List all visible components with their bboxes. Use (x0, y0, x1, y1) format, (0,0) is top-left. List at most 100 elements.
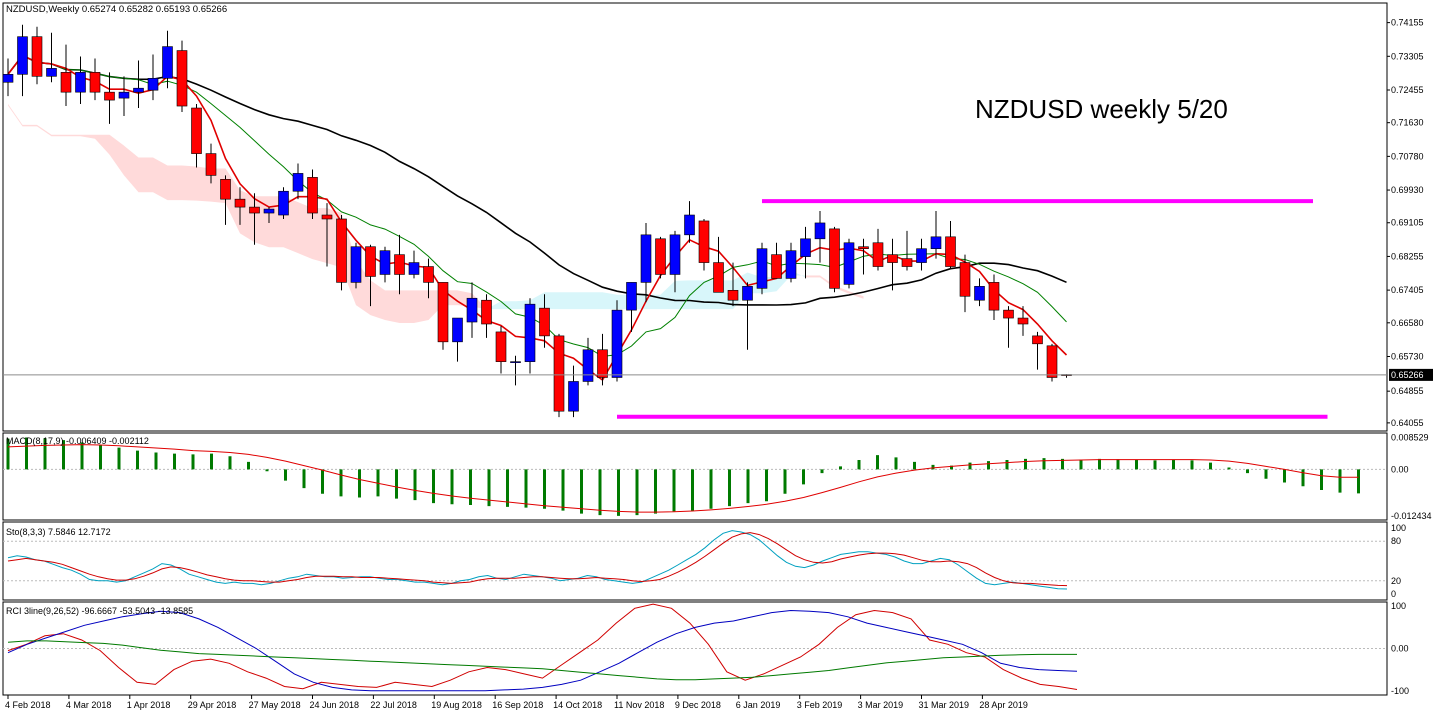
stochastic-title: Sto(8,3,3) 7.5846 12.7172 (6, 527, 111, 537)
cloud-segment (298, 202, 313, 260)
macd-bar (746, 469, 750, 504)
cloud-segment (849, 291, 864, 299)
macd-bar (358, 469, 361, 498)
candle (408, 250, 420, 279)
candle (669, 230, 681, 293)
candle-body (959, 262, 971, 297)
candle-body (742, 286, 753, 301)
price-tick-label: 0.69930 (1391, 185, 1424, 195)
macd-bar (857, 460, 861, 470)
macd-tick-label: -0.012434 (1391, 511, 1432, 521)
price-tick-label: 0.64055 (1391, 418, 1424, 428)
candle (495, 325, 507, 374)
macd-bar (950, 465, 953, 470)
candle (162, 30, 173, 89)
cloud-segment (805, 275, 820, 278)
macd-bar (728, 469, 731, 507)
rci-line-3 (7, 640, 1077, 681)
candle (1003, 306, 1014, 348)
rci-tick-label: -100 (1391, 686, 1409, 696)
price-panel[interactable] (2, 24, 1387, 419)
candle (365, 244, 376, 307)
candle (1046, 343, 1058, 382)
candle (930, 211, 942, 259)
macd-bar (432, 469, 435, 504)
candle (466, 282, 478, 338)
candle (945, 220, 956, 269)
candle (974, 278, 985, 307)
candle-body (698, 220, 710, 263)
cloud-segment (254, 196, 269, 248)
macd-bar (1264, 469, 1268, 479)
macd-panel[interactable] (3, 437, 1387, 516)
macd-bar (1005, 460, 1009, 470)
macd-bar (635, 469, 639, 516)
candle-body (553, 335, 565, 412)
macd-bar (450, 469, 454, 505)
macd-bar (99, 445, 102, 470)
price-tick-label: 0.73305 (1391, 51, 1424, 61)
candle-body (408, 262, 420, 275)
date-tick-label: 14 Oct 2018 (553, 700, 602, 710)
candle (423, 258, 434, 299)
date-tick-label: 3 Mar 2019 (858, 700, 904, 710)
cloud-segment (602, 292, 617, 310)
rci-panel[interactable] (3, 603, 1387, 692)
candle-body (785, 250, 797, 279)
rci-line-1 (7, 603, 1078, 690)
candle-body (75, 72, 86, 93)
price-tick-label: 0.66580 (1391, 318, 1424, 328)
candle-body (727, 290, 739, 301)
candle (829, 226, 840, 293)
candle (611, 300, 623, 382)
candle (394, 234, 405, 295)
candle-body (46, 68, 57, 77)
candle-body (17, 36, 28, 75)
candle-body (568, 381, 579, 412)
candle-body (263, 208, 275, 214)
macd-bar (1024, 458, 1027, 470)
candle (437, 282, 449, 350)
cloud-segment (370, 280, 385, 321)
candle (176, 40, 188, 112)
macd-bar (543, 469, 546, 509)
cloud-segment (559, 292, 574, 310)
macd-bar (1320, 469, 1323, 490)
price-tick-label: 0.67405 (1391, 285, 1424, 295)
candle (698, 218, 710, 271)
macd-bar (672, 469, 676, 512)
candle-body (2, 74, 14, 83)
stoch-tick-label: 100 (1391, 523, 1406, 533)
candle (524, 298, 536, 374)
panel-frames (2, 2, 1388, 696)
macd-bar (987, 461, 990, 470)
cloud-segment (573, 292, 588, 310)
candle-body (771, 254, 782, 279)
cloud-segment (51, 134, 66, 137)
candle-body (220, 179, 231, 200)
candle (205, 143, 217, 184)
candle-body (814, 222, 826, 240)
candle (959, 254, 971, 313)
candle-body (1003, 309, 1014, 319)
cloud-segment (675, 280, 690, 310)
candle (916, 238, 927, 271)
candle (756, 242, 768, 295)
candle (336, 215, 347, 291)
macd-bar (117, 447, 121, 470)
current-price-label: 0.65266 (1391, 370, 1424, 380)
candle (75, 56, 86, 105)
macd-bar (228, 456, 232, 470)
current-price-box (1389, 368, 1433, 381)
candle-body (684, 214, 695, 236)
macd-bar (395, 469, 398, 499)
rci-line-2 (7, 609, 1078, 692)
date-tick-label: 16 Sep 2018 (492, 700, 543, 710)
stochastic-panel[interactable] (3, 530, 1387, 590)
candle-body (205, 153, 217, 176)
candle (800, 226, 811, 279)
macd-bar (709, 469, 713, 509)
macd-bar (43, 438, 47, 470)
candle (785, 242, 797, 283)
candle (858, 238, 869, 275)
